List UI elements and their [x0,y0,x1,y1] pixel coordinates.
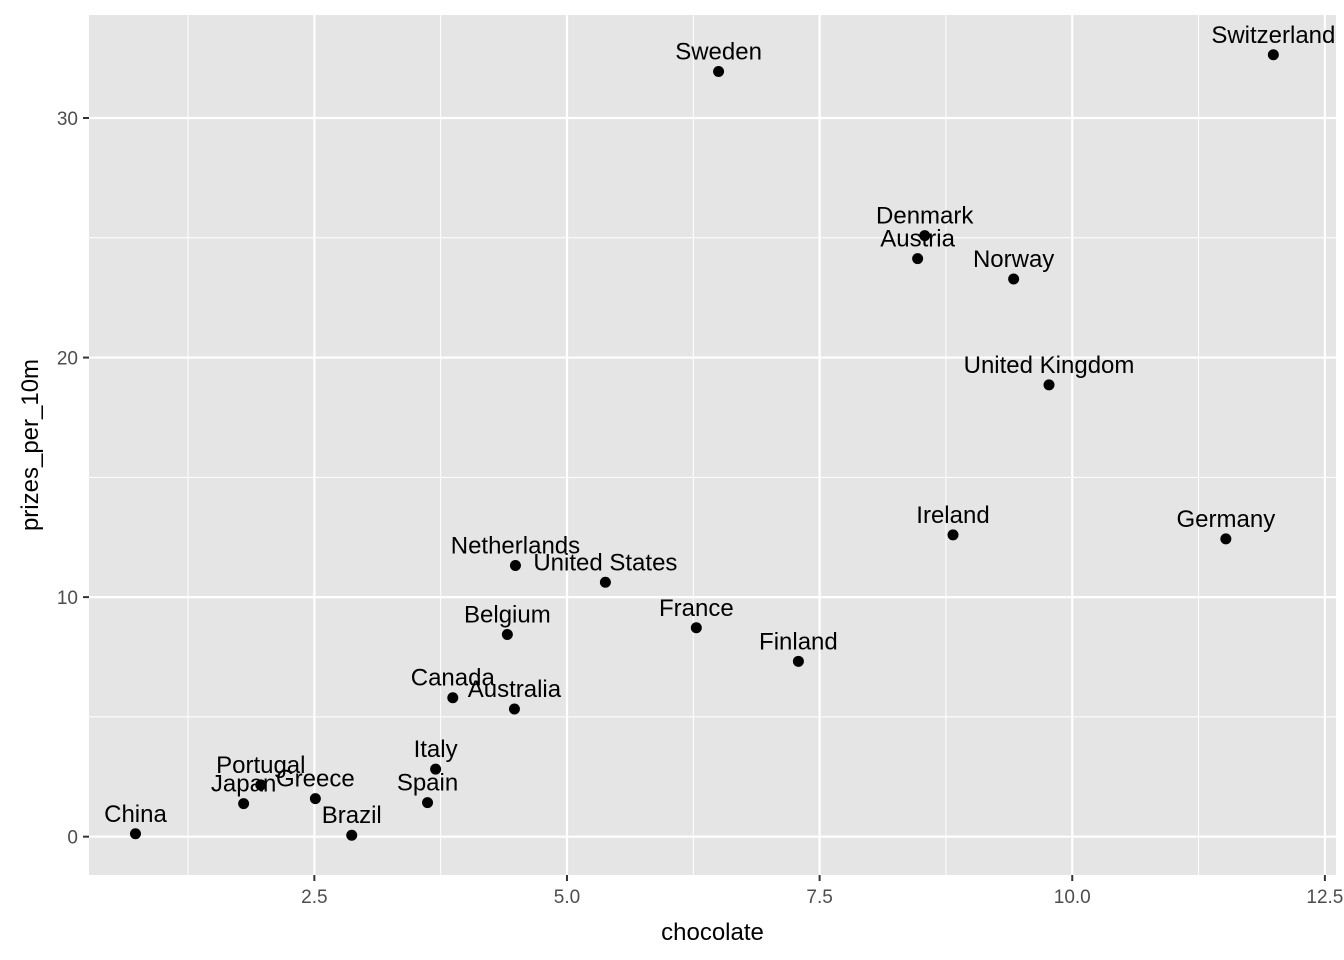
point-label: Germany [1177,506,1276,533]
y-tick-label: 30 [57,109,78,130]
minor-gridlines [89,15,1336,875]
plot-panel [89,15,1336,875]
data-point [430,763,442,775]
data-point [346,829,358,841]
point-label: Belgium [464,601,551,628]
data-point [447,692,459,704]
point-label: Sweden [675,39,762,66]
point-label: Greece [276,766,355,793]
x-tick-label: 7.5 [806,887,832,908]
data-point [422,797,434,809]
point-label: Denmark [876,203,974,230]
point-label: Japan [211,771,276,798]
x-tick-label: 5.0 [554,887,580,908]
major-gridlines [89,15,1336,875]
data-point [792,655,804,667]
data-point [1043,379,1055,391]
y-axis-title: prizes_per_10m [17,359,44,531]
data-point [690,622,702,634]
point-label: United States [533,549,677,576]
y-axis: 0 10 20 30 [57,109,89,849]
data-point [1267,49,1279,61]
x-axis: 2.5 5.0 7.5 10.0 12.5 [301,875,1343,908]
x-tick-label: 12.5 [1306,887,1343,908]
point-label: Italy [414,736,458,763]
data-point [309,793,321,805]
data-point [919,230,931,242]
point-label: Portugal [216,752,305,779]
point-label: Switzerland [1211,22,1335,49]
data-point [509,559,521,571]
x-axis-title: chocolate [661,919,764,946]
x-tick-label: 2.5 [301,887,327,908]
data-point [508,703,520,715]
y-tick-label: 20 [57,349,78,370]
y-tick-label: 10 [57,588,78,609]
data-point [238,798,250,810]
y-tick-label: 0 [67,828,78,849]
data-point [912,253,924,265]
data-points [129,49,1279,841]
point-label: Netherlands [451,532,580,559]
point-label: Australia [468,676,562,703]
x-tick-label: 10.0 [1054,887,1091,908]
data-point [501,628,513,640]
data-point [1220,533,1232,545]
point-label: China [104,801,167,828]
point-label: Finland [759,628,838,655]
point-label: Norway [973,246,1054,273]
point-label: Ireland [916,502,989,529]
point-label: Brazil [322,802,382,829]
data-point [129,828,141,840]
point-label: Canada [411,665,496,692]
data-point [947,529,959,541]
point-label: Spain [397,770,458,797]
point-label: United Kingdom [964,352,1135,379]
data-point [1008,273,1020,285]
data-point [599,576,611,588]
data-point [713,66,725,78]
data-point [255,779,267,791]
point-label: Austria [880,226,955,253]
point-label: France [659,595,734,622]
